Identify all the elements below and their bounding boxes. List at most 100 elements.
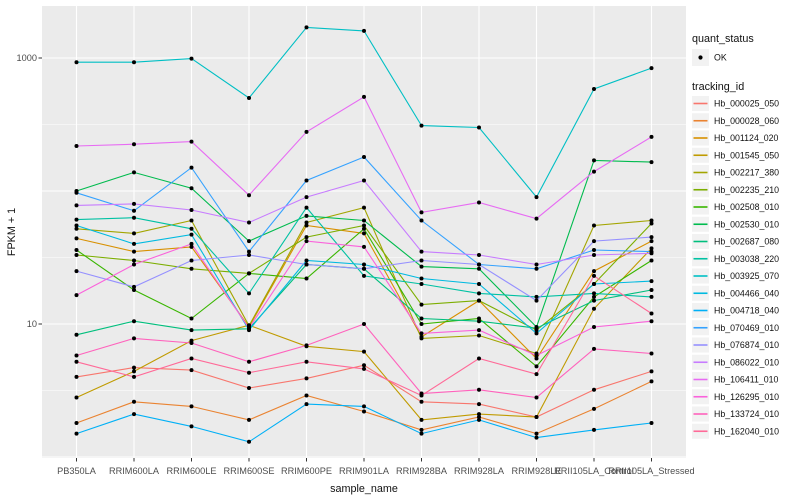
legend-item-label: Hb_070469_010 [714, 323, 779, 333]
data-point [74, 353, 79, 358]
data-point [477, 282, 481, 286]
data-point [247, 417, 251, 422]
data-point [189, 208, 194, 212]
data-point [74, 359, 79, 364]
data-point [189, 316, 194, 321]
data-point [534, 431, 539, 436]
legend-item-label: Hb_001545_050 [714, 150, 779, 160]
data-point [477, 125, 481, 130]
data-point [189, 241, 194, 246]
data-point [649, 351, 654, 356]
data-point [534, 262, 539, 267]
data-point [419, 276, 424, 281]
data-point [189, 139, 194, 144]
data-point [189, 424, 194, 429]
data-point [74, 374, 79, 379]
data-point [534, 266, 539, 271]
ok-point-icon [698, 55, 703, 60]
legend-item-label: Hb_106411_010 [714, 375, 779, 385]
data-point [534, 356, 539, 361]
data-point [247, 239, 251, 244]
data-point [534, 353, 539, 358]
data-point [189, 368, 194, 373]
data-point [132, 284, 136, 289]
legend-item-label: Hb_001124_020 [714, 133, 779, 143]
legend-item-label: Hb_002217_380 [714, 168, 779, 178]
data-point [132, 208, 136, 213]
data-point [477, 412, 481, 417]
data-point [649, 319, 654, 324]
data-point [362, 322, 366, 326]
data-point [247, 359, 251, 364]
x-tick-label: RRIM928LE [511, 466, 561, 476]
data-point [649, 160, 654, 165]
data-point [649, 134, 654, 139]
legend-item-label: Hb_004718_040 [714, 306, 779, 316]
data-point [534, 415, 539, 419]
data-point [419, 399, 424, 404]
data-point [592, 239, 596, 244]
data-point [362, 366, 366, 371]
data-point [419, 123, 424, 128]
data-point [534, 326, 539, 331]
data-point [592, 427, 596, 432]
data-point [304, 25, 309, 30]
data-point [592, 306, 596, 311]
data-point [419, 218, 424, 223]
data-point [592, 387, 596, 392]
data-point [592, 346, 596, 351]
data-point [592, 291, 596, 296]
data-point [419, 393, 424, 398]
data-point [362, 266, 366, 271]
data-point [189, 341, 194, 345]
data-point [419, 322, 424, 326]
data-point [132, 215, 136, 220]
data-point [534, 216, 539, 221]
data-point [592, 325, 596, 329]
data-point [534, 395, 539, 400]
data-point [419, 302, 424, 307]
data-point [592, 406, 596, 411]
legend-item-label: Hb_002530_010 [714, 219, 779, 229]
data-point [189, 266, 194, 271]
data-point [534, 372, 539, 377]
data-point [132, 231, 136, 236]
data-point [304, 195, 309, 200]
data-point [419, 282, 424, 286]
data-point [534, 298, 539, 303]
data-point [419, 336, 424, 341]
data-point [592, 298, 596, 303]
x-tick-label: RRIM928BA [396, 466, 448, 476]
data-point [362, 205, 366, 210]
data-point [362, 226, 366, 231]
x-tick-label: RRIM600LA [109, 466, 160, 476]
data-point [419, 210, 424, 215]
data-point [304, 235, 309, 240]
x-tick-label: RRII105LA_Control [554, 466, 634, 476]
data-point [592, 294, 596, 299]
data-point [362, 363, 366, 368]
data-point [304, 178, 309, 183]
data-point [189, 244, 194, 249]
data-point [247, 291, 251, 296]
data-point [247, 271, 251, 276]
data-point [132, 170, 136, 175]
data-point [649, 288, 654, 292]
data-point [189, 328, 194, 333]
data-point [362, 404, 366, 409]
data-point [247, 386, 251, 390]
data-point [592, 87, 596, 91]
data-point [477, 402, 481, 407]
data-point [304, 359, 309, 364]
data-point [74, 223, 79, 228]
x-tick-label: RRII105LA_Stressed [608, 466, 694, 476]
data-point [649, 258, 654, 263]
y-tick-label-1000: 1000 [17, 53, 37, 63]
data-point [419, 417, 424, 422]
data-point [649, 218, 654, 223]
data-point [74, 236, 79, 241]
data-point [477, 298, 481, 303]
data-point [74, 253, 79, 257]
data-point [362, 349, 366, 354]
